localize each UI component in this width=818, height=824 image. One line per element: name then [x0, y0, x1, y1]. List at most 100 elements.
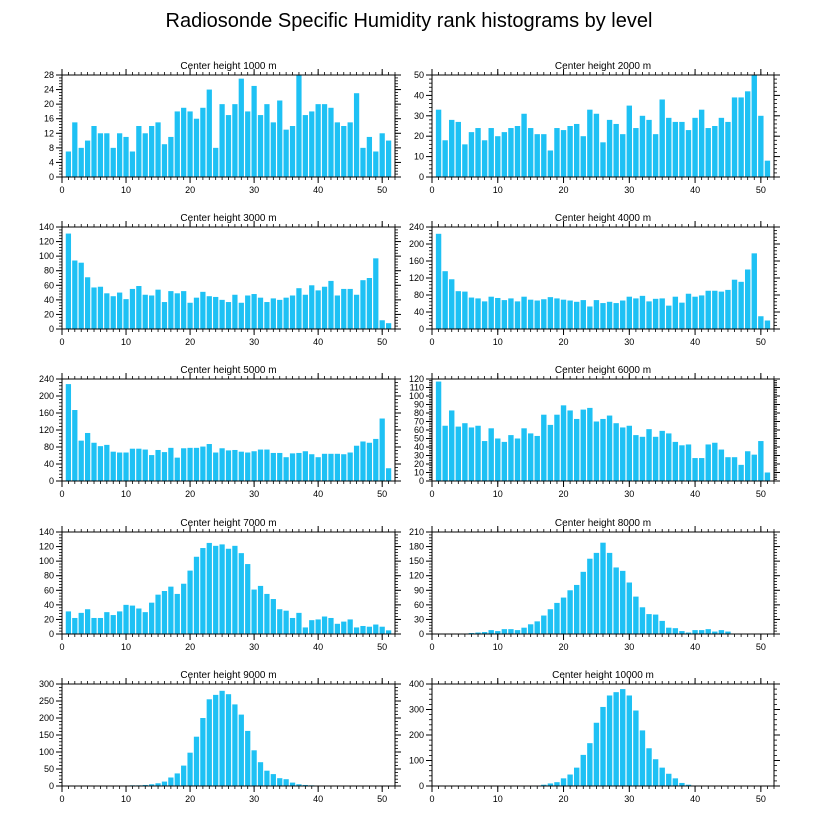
- y-tick-label: 90: [414, 585, 424, 595]
- histogram-bar: [501, 629, 508, 634]
- histogram-bar: [78, 262, 84, 329]
- histogram-bar: [168, 291, 174, 329]
- histogram-bar: [527, 128, 534, 177]
- y-tick-label: 20: [44, 309, 54, 319]
- histogram-bar: [161, 591, 168, 634]
- histogram-bar: [659, 99, 665, 177]
- y-tick-label: 90: [414, 400, 424, 410]
- histogram-bar: [264, 104, 270, 177]
- histogram-bar: [613, 303, 619, 329]
- x-tick-label: 20: [185, 794, 195, 804]
- histogram-bar: [321, 453, 328, 481]
- histogram-bar: [541, 134, 547, 177]
- histogram-bar: [123, 299, 129, 329]
- x-tick-label: 40: [690, 642, 700, 652]
- histogram-bar: [435, 381, 442, 481]
- x-tick-label: 10: [493, 642, 503, 652]
- histogram-bar: [580, 571, 586, 634]
- x-tick-label: 30: [249, 337, 259, 347]
- y-tick-label: 40: [414, 307, 424, 317]
- x-tick-label: 30: [624, 794, 634, 804]
- histogram-bar: [606, 119, 613, 177]
- histogram-bar: [84, 277, 91, 329]
- histogram-bar: [606, 552, 613, 634]
- histogram-bar: [725, 121, 731, 177]
- x-tick-label: 10: [493, 489, 503, 499]
- y-tick-label: 60: [414, 425, 424, 435]
- histogram-bar: [104, 133, 110, 177]
- histogram-bar: [626, 425, 632, 481]
- x-tick-label: 40: [690, 489, 700, 499]
- histogram-bar: [521, 296, 527, 329]
- histogram-bar: [620, 570, 626, 634]
- x-tick-label: 0: [59, 337, 64, 347]
- histogram-bar: [174, 457, 180, 482]
- histogram-bar: [321, 104, 328, 177]
- histogram-bar: [672, 778, 679, 786]
- histogram-bar: [289, 453, 296, 482]
- histogram-bar: [174, 773, 180, 786]
- histogram-bar: [666, 627, 672, 634]
- y-tick-label: 40: [44, 295, 54, 305]
- histogram-bar: [225, 302, 232, 329]
- x-tick-label: 0: [429, 185, 434, 195]
- y-tick-label: 300: [39, 679, 54, 689]
- histogram-bar: [206, 444, 212, 481]
- histogram-bar: [639, 115, 646, 177]
- y-tick-label: 150: [39, 730, 54, 740]
- x-tick-label: 50: [377, 185, 387, 195]
- histogram-bar: [193, 297, 200, 329]
- histogram-bar: [219, 299, 225, 329]
- histogram-bar: [245, 295, 251, 329]
- histogram-bar: [574, 418, 580, 481]
- histogram-bar: [91, 287, 97, 329]
- histogram-bar: [501, 441, 508, 481]
- histogram-bar: [142, 133, 148, 177]
- x-tick-label: 40: [690, 794, 700, 804]
- histogram-bar: [149, 784, 155, 786]
- histogram-bar: [488, 128, 494, 177]
- x-tick-label: 50: [756, 794, 766, 804]
- y-tick-label: 20: [414, 131, 424, 141]
- histogram-bar: [379, 320, 385, 329]
- histogram-bar: [168, 777, 174, 786]
- histogram-bar: [751, 454, 757, 481]
- x-tick-label: 10: [121, 489, 131, 499]
- histogram-bar: [200, 291, 206, 329]
- histogram-bar: [366, 626, 373, 634]
- histogram-bar: [547, 609, 554, 634]
- histogram-bar: [238, 714, 244, 786]
- x-tick-label: 20: [559, 337, 569, 347]
- x-tick-label: 30: [249, 489, 259, 499]
- y-tick-label: 200: [39, 713, 54, 723]
- histogram-bar: [155, 449, 161, 481]
- histogram-bar: [508, 128, 514, 177]
- histogram-bar: [449, 410, 455, 481]
- histogram-bar: [580, 136, 586, 177]
- x-tick-label: 40: [313, 794, 323, 804]
- histogram-bar: [481, 140, 488, 177]
- y-tick-label: 240: [409, 222, 424, 232]
- histogram-bar: [455, 426, 461, 481]
- y-tick-label: 210: [409, 527, 424, 537]
- y-tick-label: 60: [44, 280, 54, 290]
- x-tick-label: 20: [559, 794, 569, 804]
- histogram-bar: [560, 597, 567, 634]
- histogram-bar: [289, 295, 296, 329]
- histogram-bar: [385, 323, 392, 329]
- histogram-bar: [758, 316, 764, 329]
- histogram-bar: [366, 136, 373, 177]
- histogram-bar: [245, 730, 251, 786]
- histogram-bar: [514, 126, 521, 177]
- x-tick-label: 10: [121, 185, 131, 195]
- y-tick-label: 250: [39, 696, 54, 706]
- histogram-bar: [488, 630, 494, 634]
- histogram-bar: [296, 75, 302, 177]
- histogram-bar: [468, 132, 475, 177]
- histogram-bar: [168, 447, 174, 481]
- histogram-bar: [65, 233, 72, 329]
- histogram-bar: [309, 285, 315, 329]
- histogram-bar: [219, 448, 225, 481]
- histogram-bar: [360, 441, 366, 481]
- histogram-bar: [225, 694, 232, 786]
